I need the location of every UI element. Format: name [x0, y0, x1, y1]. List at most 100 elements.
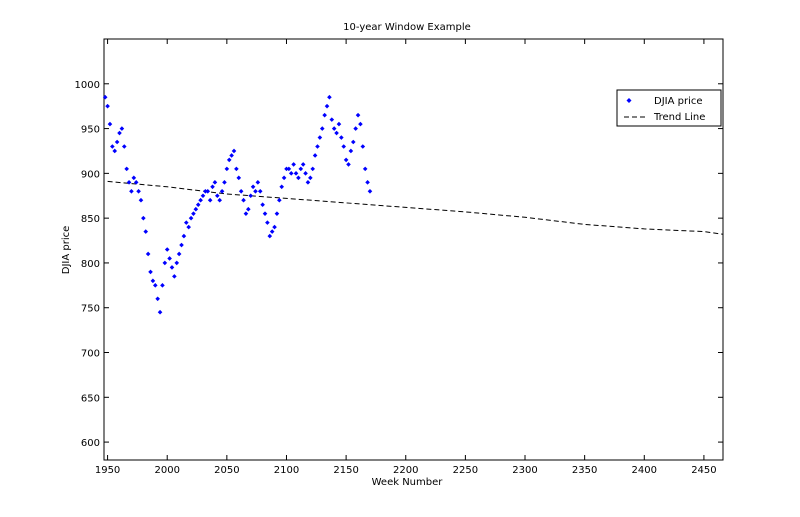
data-point: [286, 166, 292, 172]
x-tick-label: 2300: [512, 465, 537, 476]
data-point: [183, 220, 189, 225]
data-point: [293, 171, 299, 176]
data-point: [355, 112, 361, 118]
data-point: [291, 162, 296, 167]
data-point: [260, 202, 265, 208]
data-point: [358, 121, 363, 127]
data-point: [343, 157, 349, 163]
x-tick-label: 2400: [632, 465, 657, 476]
data-point: [248, 193, 253, 199]
data-point: [265, 220, 270, 225]
data-point: [200, 193, 206, 199]
legend-box: [616, 89, 722, 127]
x-tick-label: 2100: [274, 465, 299, 476]
data-point: [148, 269, 153, 275]
x-tick-label: 2250: [453, 465, 478, 476]
data-point: [157, 309, 163, 315]
data-point: [315, 144, 320, 149]
data-point: [284, 166, 289, 172]
y-tick-label: 900: [81, 169, 100, 180]
data-point: [162, 260, 168, 266]
data-point: [119, 126, 125, 131]
plot-area: 1950 2000 2050 2100 2150 2200 2250 2300 2350 2400…: [75, 38, 724, 476]
data-point: [322, 112, 327, 118]
chart-title: 10-year Window Example: [343, 22, 471, 33]
data-point: [126, 180, 132, 185]
data-point: [117, 130, 122, 136]
data-point: [303, 171, 308, 176]
data-point: [243, 211, 249, 216]
x-tick-label: 1950: [95, 465, 120, 476]
data-point: [236, 175, 242, 181]
x-tick-label: 2000: [154, 465, 179, 476]
data-point: [141, 215, 146, 221]
legend: DJIA price Trend Line: [616, 89, 722, 127]
data-point: [329, 117, 335, 122]
y-tick-label: 600: [81, 438, 100, 449]
data-point: [360, 144, 366, 149]
data-point: [121, 144, 127, 149]
data-point: [145, 251, 151, 257]
data-point: [269, 229, 275, 234]
data-point: [334, 130, 339, 136]
data-point: [226, 157, 232, 163]
data-point: [238, 188, 244, 194]
data-point: [205, 188, 211, 194]
data-point: [341, 144, 347, 149]
data-point: [365, 180, 370, 185]
data-point: [169, 265, 175, 270]
x-tick-label: 2150: [333, 465, 358, 476]
data-point: [246, 206, 251, 212]
data-point: [131, 175, 137, 181]
legend-label-djia-price: DJIA price: [654, 96, 703, 107]
x-tick-label: 2050: [214, 465, 239, 476]
axes-frame: [103, 38, 724, 461]
data-point: [186, 224, 191, 230]
data-point: [267, 233, 273, 239]
data-point: [129, 188, 134, 194]
data-point: [172, 274, 177, 279]
data-point: [150, 278, 156, 284]
data-point: [167, 256, 172, 261]
data-point: [198, 197, 203, 203]
data-point: [203, 188, 208, 194]
data-point: [262, 211, 268, 216]
data-point: [298, 166, 304, 172]
data-point: [331, 126, 337, 131]
data-point: [164, 247, 170, 252]
x-tick-label: 2200: [393, 465, 418, 476]
data-point: [277, 197, 282, 203]
y-tick-label: 700: [81, 349, 100, 360]
trend-line: [107, 180, 724, 235]
data-point: [133, 180, 139, 185]
data-point: [339, 135, 344, 140]
data-point: [224, 166, 230, 172]
data-point: [288, 171, 294, 176]
y-tick-label: 650: [81, 393, 100, 404]
data-point: [296, 175, 301, 181]
data-point: [102, 94, 108, 100]
data-point: [179, 242, 184, 248]
data-point: [350, 139, 356, 145]
data-point: [272, 224, 277, 230]
data-point: [176, 251, 182, 257]
data-point: [308, 175, 313, 181]
data-point: [138, 197, 144, 203]
data-point: [346, 162, 351, 167]
data-point: [310, 166, 316, 172]
data-point: [231, 148, 237, 154]
legend-label-trend-line: Trend Line: [653, 112, 705, 123]
data-point: [274, 211, 280, 216]
data-point: [348, 148, 354, 154]
data-point: [114, 139, 120, 145]
y-tick-label: 1000: [75, 80, 100, 91]
y-tick-label: 850: [81, 214, 100, 225]
data-point: [253, 188, 258, 194]
legend-marker-djia-price: [626, 98, 632, 103]
data-point: [160, 283, 165, 288]
data-point: [257, 188, 263, 194]
data-point: [327, 94, 332, 100]
data-point: [229, 153, 234, 158]
